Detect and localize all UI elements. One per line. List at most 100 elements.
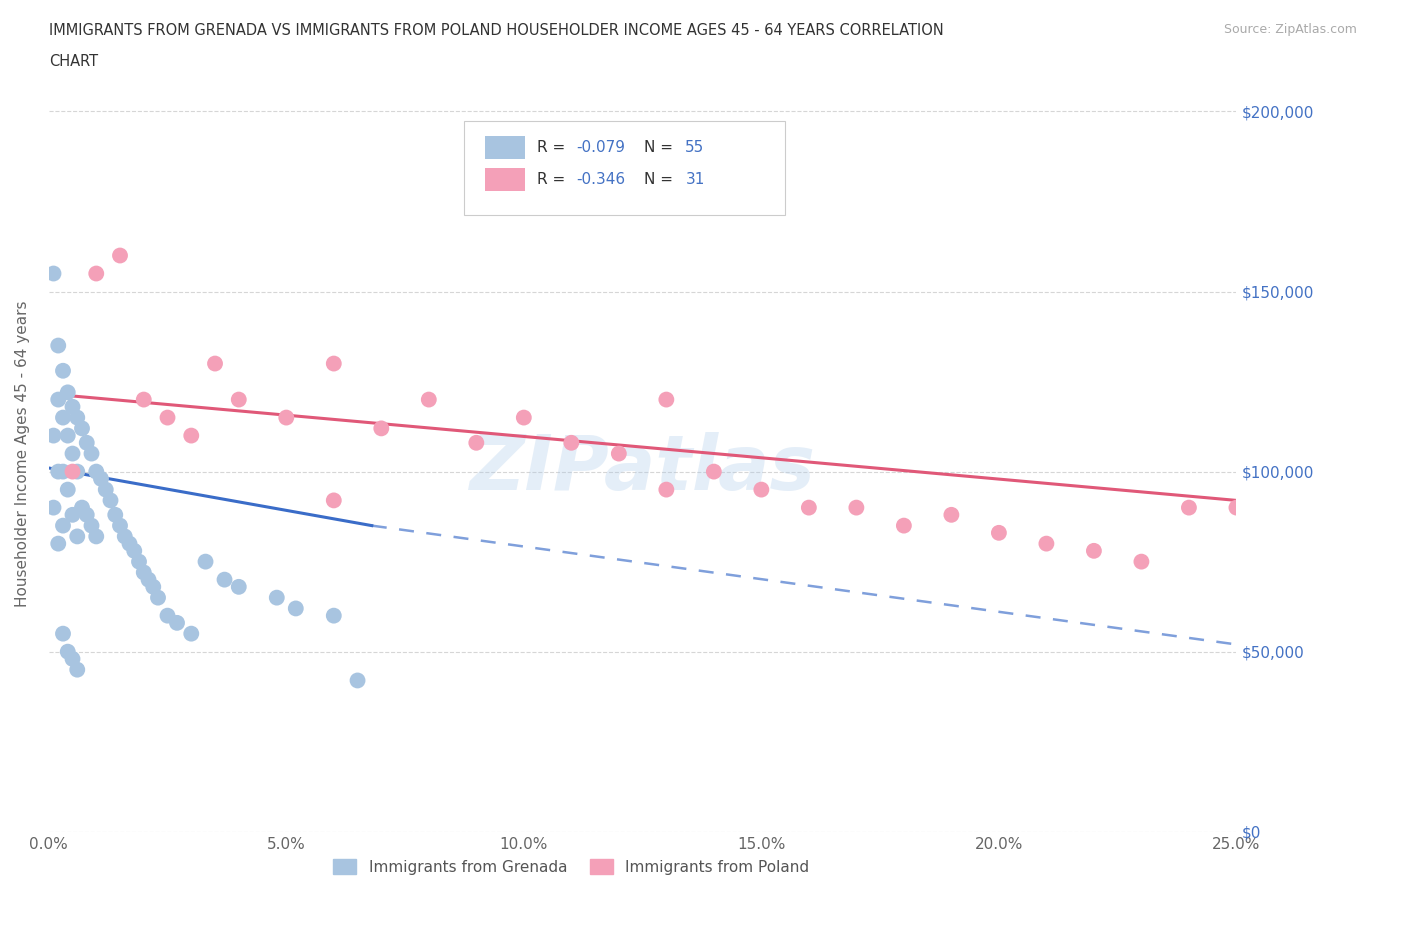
Point [128, 554, 150, 569]
Point [118, 537, 141, 551]
Point [132, 392, 155, 407]
FancyBboxPatch shape [485, 168, 524, 192]
Point [987, 525, 1010, 540]
Point [322, 356, 344, 371]
Point [132, 565, 155, 580]
Point [797, 500, 820, 515]
Text: Source: ZipAtlas.com: Source: ZipAtlas.com [1223, 23, 1357, 36]
Point [204, 356, 226, 371]
Point [42, 266, 65, 281]
Point [108, 518, 131, 533]
Point [84, 464, 107, 479]
Point [114, 529, 136, 544]
Point [284, 601, 307, 616]
Point [322, 608, 344, 623]
Point [108, 248, 131, 263]
Text: -0.346: -0.346 [576, 172, 626, 187]
Point [80, 446, 103, 461]
Point [228, 392, 250, 407]
Text: -0.079: -0.079 [576, 140, 626, 154]
Text: R =: R = [537, 172, 569, 187]
Point [266, 591, 288, 605]
Point [122, 543, 145, 558]
Point [607, 446, 630, 461]
Point [76, 435, 98, 450]
Text: CHART: CHART [49, 54, 98, 69]
Point [70, 421, 93, 436]
Point [90, 472, 112, 486]
Point [46, 537, 69, 551]
Point [76, 508, 98, 523]
Point [56, 385, 79, 400]
Point [62, 508, 84, 523]
Point [1035, 537, 1057, 551]
Point [1130, 554, 1153, 569]
Point [104, 508, 127, 523]
Legend: Immigrants from Grenada, Immigrants from Poland: Immigrants from Grenada, Immigrants from… [328, 853, 815, 881]
Point [56, 482, 79, 497]
Point [194, 554, 217, 569]
Point [941, 508, 963, 523]
Y-axis label: Householder Income Ages 45 - 64 years: Householder Income Ages 45 - 64 years [15, 300, 30, 607]
Text: N =: N = [644, 140, 678, 154]
Point [655, 392, 678, 407]
Point [1083, 543, 1105, 558]
Point [418, 392, 440, 407]
Point [62, 446, 84, 461]
Point [100, 493, 122, 508]
Point [46, 339, 69, 353]
Point [94, 482, 117, 497]
Point [513, 410, 536, 425]
Point [66, 410, 89, 425]
Point [80, 518, 103, 533]
Point [62, 399, 84, 414]
Point [276, 410, 298, 425]
Point [52, 364, 75, 379]
Point [370, 421, 392, 436]
Point [56, 428, 79, 443]
Point [52, 464, 75, 479]
Point [845, 500, 868, 515]
Text: 31: 31 [685, 172, 704, 187]
Point [62, 651, 84, 666]
Point [138, 572, 160, 587]
Point [180, 428, 202, 443]
Point [46, 464, 69, 479]
Point [655, 482, 678, 497]
Point [146, 591, 169, 605]
Point [52, 626, 75, 641]
Point [228, 579, 250, 594]
Point [42, 500, 65, 515]
Point [1225, 500, 1247, 515]
Point [156, 410, 179, 425]
Point [70, 500, 93, 515]
Point [751, 482, 773, 497]
Point [66, 464, 89, 479]
FancyBboxPatch shape [464, 121, 785, 216]
Point [346, 673, 368, 688]
Point [62, 464, 84, 479]
Point [84, 529, 107, 544]
Point [322, 493, 344, 508]
Point [52, 410, 75, 425]
Point [56, 644, 79, 659]
Text: R =: R = [537, 140, 569, 154]
Point [166, 616, 188, 631]
Point [1178, 500, 1201, 515]
Point [465, 435, 488, 450]
Point [560, 435, 582, 450]
Point [180, 626, 202, 641]
Point [52, 518, 75, 533]
FancyBboxPatch shape [485, 136, 524, 159]
Point [84, 266, 107, 281]
Text: ZIPatlas: ZIPatlas [470, 432, 815, 506]
Point [46, 392, 69, 407]
Point [42, 428, 65, 443]
Point [66, 662, 89, 677]
Point [893, 518, 915, 533]
Point [66, 529, 89, 544]
Point [703, 464, 725, 479]
Text: N =: N = [644, 172, 678, 187]
Text: IMMIGRANTS FROM GRENADA VS IMMIGRANTS FROM POLAND HOUSEHOLDER INCOME AGES 45 - 6: IMMIGRANTS FROM GRENADA VS IMMIGRANTS FR… [49, 23, 943, 38]
Point [142, 579, 165, 594]
